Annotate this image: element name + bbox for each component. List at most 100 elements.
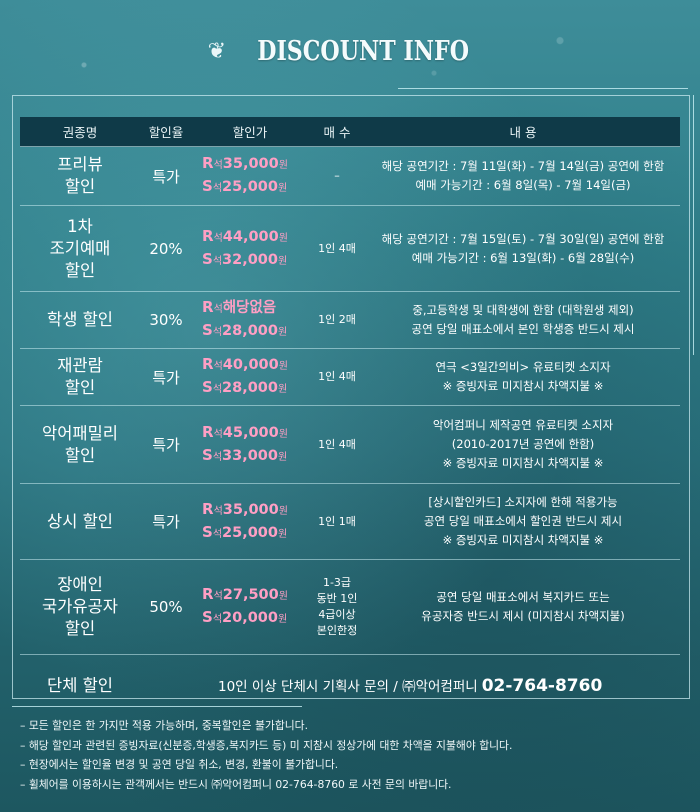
discount-rate-cell: 특가 <box>140 348 192 406</box>
price-amount: 45,000 <box>222 424 279 441</box>
price-line: R석40,000원 <box>202 354 308 377</box>
discount-name-line: 국가유공자 <box>42 597 118 616</box>
price-amount: 20,000 <box>222 610 278 626</box>
discount-name-cell: 1차 조기예매 할인 <box>20 205 140 292</box>
description-line: [상시할인카드] 소지자에 한해 적용가능 <box>428 495 618 509</box>
price-line: S석20,000원 <box>202 607 308 630</box>
table-row: 악어패밀리 할인 특가 R석45,000원 S석33,000원 1인 4매 악어컴퍼니 제작… <box>20 405 680 484</box>
table-row: 재관람 할인 특가 R석40,000원 S석28,000원 1인 4매 연극 <3일간의비>… <box>20 348 680 406</box>
discount-name-line: 할인 <box>64 619 96 638</box>
quantity-cell: 1인 4매 <box>308 405 366 484</box>
description-cell: 연극 <3일간의비> 유료티켓 소지자 ※ 증빙자료 미지참시 차액지불 ※ <box>366 348 680 406</box>
note-item: – 현장에서는 할인율 변경 및 공연 당일 취소, 변경, 환불이 불가합니다… <box>20 758 339 771</box>
price-amount: 33,000 <box>222 447 278 464</box>
seat-grade: R <box>202 422 214 441</box>
discount-price-cell: R석해당없음 S석28,000원 <box>192 291 308 349</box>
table-row: 학생 할인 30% R석해당없음 S석28,000원 1인 2매 중,고등학생 및 대학생… <box>20 291 680 349</box>
seat-grade: S <box>202 608 213 626</box>
price-line: R석35,000원 <box>202 499 308 522</box>
description-line: 해당 공연기간 : 7월 11일(화) - 7월 14일(금) 공연에 한함 <box>381 159 665 173</box>
price-line: R석27,500원 <box>202 584 308 607</box>
price-unit: 원 <box>277 614 288 625</box>
discount-name-line: 할인 <box>64 260 96 280</box>
group-info-text: 10인 이상 단체시 기획사 문의 / ㈜악어컴퍼니 <box>218 679 478 696</box>
quantity-cell: – <box>308 146 366 206</box>
seat-grade: S <box>202 177 213 195</box>
table-frame <box>12 95 690 699</box>
discount-name-line: 악어패밀리 <box>42 423 118 443</box>
discount-name-line: 1차 <box>67 216 93 236</box>
discount-price-cell: R석40,000원 S석28,000원 <box>192 348 308 406</box>
discount-name-line: 조기예매 <box>49 238 111 258</box>
header-price: 할인가 <box>192 117 308 147</box>
quantity-line: 1-3급 <box>322 576 352 589</box>
frame-deco-line-right <box>693 95 694 355</box>
description-cell: 해당 공연기간 : 7월 15일(토) - 7월 30일(일) 공연에 한함 예매… <box>366 205 680 292</box>
description-line: ※ 증빙자료 미지참시 차액지불 ※ <box>442 379 604 393</box>
seat-label: 석 <box>213 591 223 602</box>
table-row: 프리뷰 할인 특가 R석35,000원 S석25,000원 – 해당 공연기간 : 7월 1… <box>20 146 680 206</box>
header-desc: 내 용 <box>366 117 680 147</box>
discount-name-line: 할인 <box>64 177 96 196</box>
table-row: 장애인 국가유공자 할인 50% R석27,500원 S석20,000원 1-3급 동반 1인… <box>20 559 680 655</box>
price-unit: 원 <box>278 428 288 440</box>
quantity-line: 1인 4매 <box>318 370 356 383</box>
quantity-cell: 1인 1매 <box>308 483 366 560</box>
description-line: 중,고등학생 및 대학생에 한함 (대학원생 제외) <box>412 303 634 317</box>
seat-grade: R <box>202 585 214 603</box>
description-line: 연극 <3일간의비> 유료티켓 소지자 <box>435 360 611 374</box>
quantity-cell: 1인 4매 <box>308 205 366 292</box>
seat-label: 석 <box>213 505 223 517</box>
quantity-cell: 1인 4매 <box>308 348 366 406</box>
header-qty: 매 수 <box>308 117 366 147</box>
price-amount: 44,000 <box>222 228 279 245</box>
price-unit: 원 <box>277 183 288 194</box>
description-line: ※ 증빙자료 미지참시 차액지불 ※ <box>442 533 604 547</box>
quantity-line: 동반 1인 <box>316 592 358 605</box>
seat-grade: S <box>202 378 213 396</box>
quantity-line: 본인한정 <box>316 624 358 637</box>
group-discount-name: 단체 할인 <box>47 675 113 695</box>
table-row: 1차 조기예매 할인 20% R석44,000원 S석32,000원 1인 4매 해당 공연기… <box>20 205 680 292</box>
quantity-line: 1인 2매 <box>318 313 356 326</box>
price-unit: 원 <box>277 528 288 540</box>
header-rate: 할인율 <box>140 117 192 147</box>
price-unit: 원 <box>278 232 288 244</box>
price-line: S석25,000원 <box>202 522 308 545</box>
seat-label: 석 <box>213 304 223 315</box>
seat-label: 석 <box>212 327 223 338</box>
discount-rate-cell: 20% <box>140 205 192 292</box>
price-amount: 해당없음 <box>222 300 277 316</box>
notes-list: – 모든 할인은 한 가지만 적용 가능하며, 중복할인은 불가합니다. – 해… <box>20 716 690 794</box>
description-line: (2010-2017년 공연에 한함) <box>451 437 595 451</box>
description-line: 유공자증 반드시 제시 (미지참시 차액지불) <box>421 609 625 623</box>
discount-price-cell: R석35,000원 S석25,000원 <box>192 483 308 560</box>
discount-name-cell: 상시 할인 <box>20 483 140 560</box>
price-amount: 25,000 <box>222 524 278 541</box>
seat-grade: R <box>202 226 214 245</box>
seat-label: 석 <box>213 361 223 372</box>
seat-label: 석 <box>213 160 223 171</box>
discount-price-cell: R석35,000원 S석25,000원 <box>192 146 308 206</box>
description-line: 공연 당일 매표소에서 할인권 반드시 제시 <box>423 514 623 528</box>
discount-name-line: 상시 할인 <box>47 511 113 531</box>
description-cell: 해당 공연기간 : 7월 11일(화) - 7월 14일(금) 공연에 한함 예매… <box>366 146 680 206</box>
discount-price-cell: R석45,000원 S석33,000원 <box>192 405 308 484</box>
discount-name-line: 프리뷰 <box>57 155 103 174</box>
price-line: S석28,000원 <box>202 377 308 400</box>
frame-deco-line-bottom <box>12 706 302 707</box>
group-discount-row: 단체 할인 10인 이상 단체시 기획사 문의 / ㈜악어컴퍼니 02-764-87… <box>20 655 680 717</box>
price-unit: 원 <box>277 327 288 338</box>
price-unit: 원 <box>278 505 288 517</box>
header-name: 권종명 <box>20 117 140 147</box>
discount-name-line: 장애인 <box>57 575 103 594</box>
page-title: DISCOUNT INFO <box>257 36 470 67</box>
seat-label: 석 <box>213 428 223 440</box>
quantity-cell: 1인 2매 <box>308 291 366 349</box>
quantity-line: 4급이상 <box>318 608 356 621</box>
price-unit: 원 <box>278 591 288 602</box>
description-line: 공연 당일 매표소에서 복지카드 또는 <box>436 590 610 604</box>
description-cell: 중,고등학생 및 대학생에 한함 (대학원생 제외) 공연 당일 매표소에서 본인… <box>366 291 680 349</box>
